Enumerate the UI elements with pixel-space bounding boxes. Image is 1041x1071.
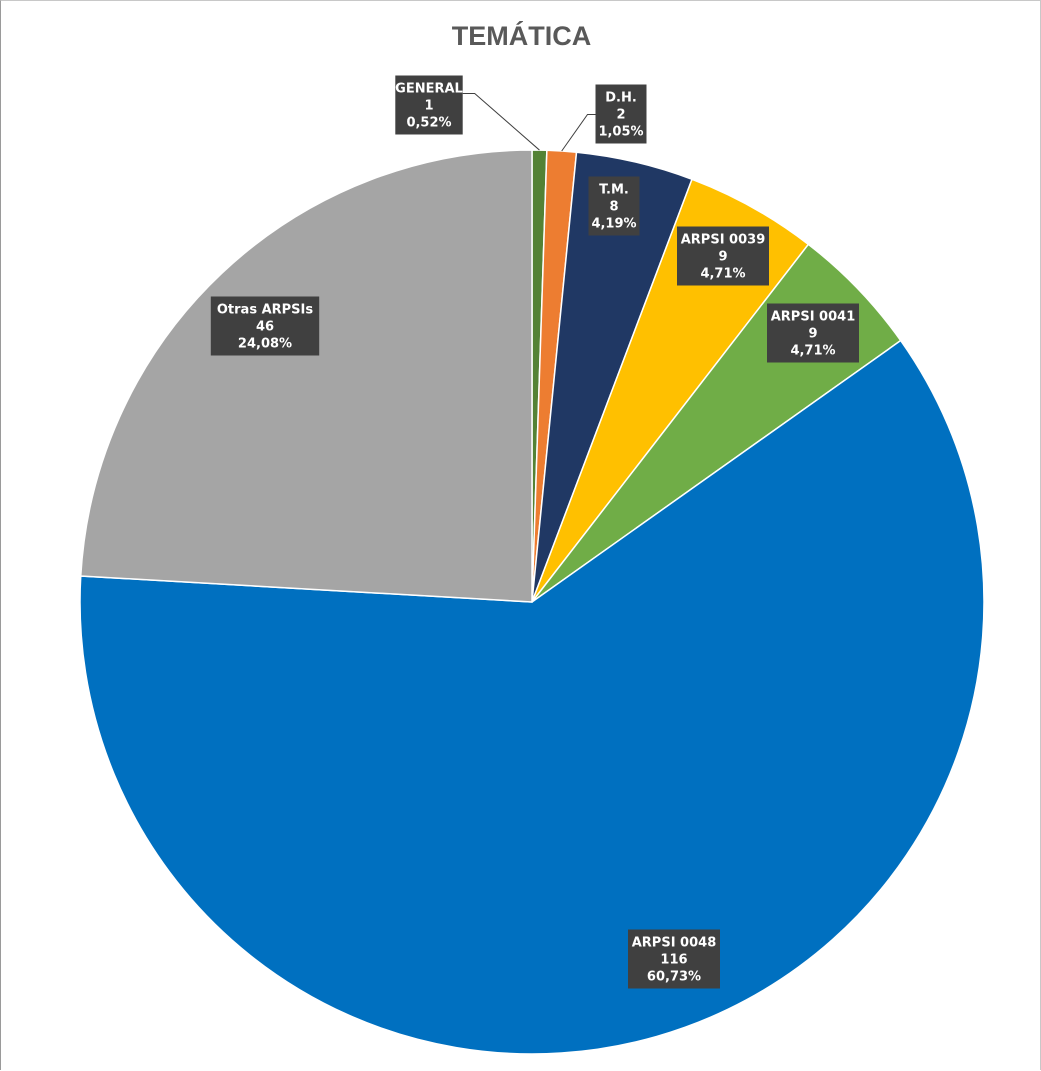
data-label-arpsi-0041: ARPSI 0041 9 4,71% bbox=[767, 303, 859, 363]
data-labels: GENERAL 1 0,52% D.H. 2 1,05% T.M. 8 4,19% ARPSI 0… bbox=[210, 75, 859, 989]
data-label-box bbox=[595, 84, 647, 144]
data-label-box bbox=[767, 303, 859, 363]
data-label-value: 2 bbox=[616, 108, 625, 123]
data-label-d-h: D.H. 2 1,05% bbox=[595, 84, 647, 144]
data-label-percent: 60,73% bbox=[647, 970, 701, 985]
data-label-percent: 0,52% bbox=[406, 116, 451, 131]
data-label-percent: 4,71% bbox=[790, 344, 835, 359]
pie-slices bbox=[79, 149, 985, 1055]
data-label-value: 1 bbox=[424, 99, 433, 114]
leader-line-d-h bbox=[561, 114, 596, 152]
data-label-category: GENERAL bbox=[395, 82, 463, 97]
data-label-category: ARPSI 0039 bbox=[681, 233, 766, 248]
pie-slice-otras-arpsis bbox=[79, 149, 533, 603]
data-label-box bbox=[395, 75, 463, 135]
data-label-arpsi-0048: ARPSI 0048 116 60,73% bbox=[628, 929, 720, 989]
data-label-value: 8 bbox=[609, 200, 618, 215]
data-label-arpsi-0039: ARPSI 0039 9 4,71% bbox=[677, 226, 769, 286]
data-label-category: D.H. bbox=[605, 91, 637, 106]
data-label-value: 9 bbox=[718, 250, 727, 265]
data-label-general: GENERAL 1 0,52% bbox=[395, 75, 463, 135]
leader-lines bbox=[462, 93, 596, 152]
pie-slice-arpsi-0048 bbox=[79, 339, 985, 1055]
data-label-percent: 4,19% bbox=[591, 217, 636, 232]
data-label-box bbox=[628, 929, 720, 989]
data-label-category: ARPSI 0041 bbox=[771, 310, 856, 325]
chart-title: TEMÁTICA bbox=[451, 21, 592, 51]
leader-line-general bbox=[462, 93, 540, 151]
data-label-percent: 24,08% bbox=[238, 337, 292, 352]
data-label-box bbox=[677, 226, 769, 286]
data-label-box bbox=[588, 176, 640, 236]
data-label-percent: 1,05% bbox=[598, 125, 643, 140]
data-label-value: 9 bbox=[808, 327, 817, 342]
data-label-percent: 4,71% bbox=[700, 267, 745, 282]
data-label-category: Otras ARPSIs bbox=[217, 303, 314, 318]
data-label-otras-arpsis: Otras ARPSIs 46 24,08% bbox=[210, 296, 320, 356]
data-label-value: 46 bbox=[256, 320, 274, 335]
data-label-category: ARPSI 0048 bbox=[632, 936, 717, 951]
data-label-box bbox=[210, 296, 320, 356]
data-label-t-m: T.M. 8 4,19% bbox=[588, 176, 640, 236]
data-label-category: T.M. bbox=[599, 183, 629, 198]
data-label-value: 116 bbox=[660, 953, 687, 968]
